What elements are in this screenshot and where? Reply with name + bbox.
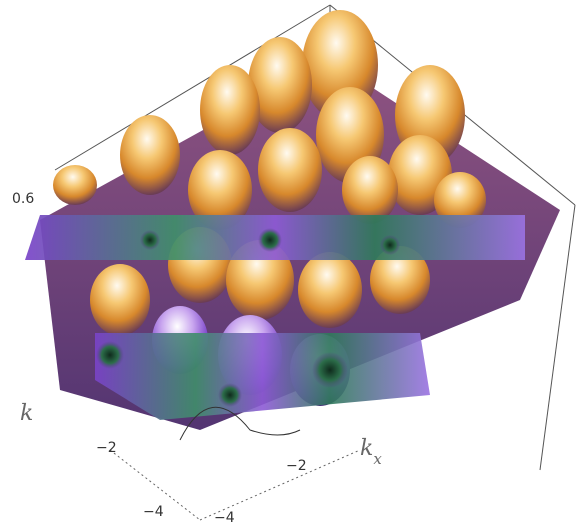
x-tick-label-minus2: −2 bbox=[286, 458, 307, 474]
surface-valley bbox=[380, 235, 400, 255]
surface-valley bbox=[96, 341, 124, 369]
z-tick-label: 0.6 bbox=[12, 191, 34, 207]
surface-peak bbox=[200, 65, 260, 155]
surface-valley bbox=[258, 228, 282, 252]
surface-peak bbox=[248, 37, 312, 133]
surface-peak bbox=[370, 246, 430, 314]
surface-peak bbox=[188, 150, 252, 230]
x-tick-label-minus4: −4 bbox=[214, 510, 235, 526]
surface-peaks bbox=[53, 10, 486, 406]
surface-valley bbox=[218, 383, 242, 407]
front-rim bbox=[179, 406, 301, 441]
surface-peak bbox=[434, 172, 486, 228]
surface-valleys bbox=[96, 228, 400, 407]
surface-valley bbox=[140, 230, 160, 250]
surface-peak bbox=[298, 252, 362, 328]
surface-peak bbox=[120, 115, 180, 195]
surface-peak bbox=[258, 128, 322, 212]
y-axis-label: k bbox=[20, 401, 33, 426]
surface-peak bbox=[53, 165, 97, 205]
surface-valley bbox=[312, 352, 348, 388]
x-axis-label: kx bbox=[360, 436, 382, 468]
y-tick-label-minus4: −4 bbox=[143, 504, 164, 520]
surface-peak bbox=[342, 156, 398, 224]
surface-peak bbox=[90, 264, 150, 336]
axes-lines bbox=[109, 449, 361, 521]
y-tick-label-minus2: −2 bbox=[96, 440, 117, 456]
